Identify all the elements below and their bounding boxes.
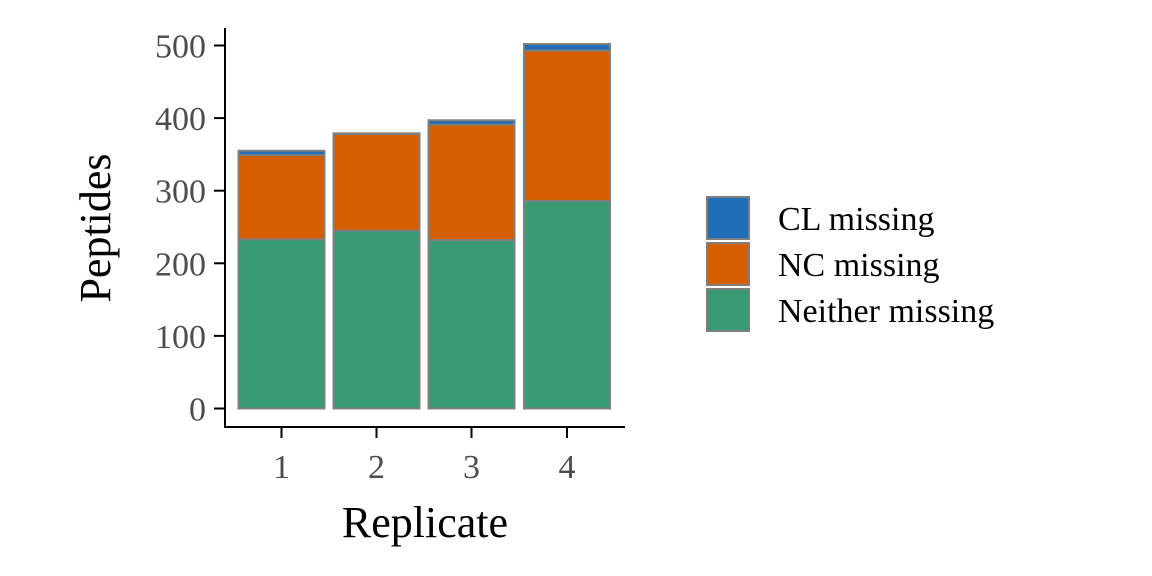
- y-tick-label: 0: [189, 392, 206, 429]
- bar-segment-nc-missing-2: [332, 133, 421, 232]
- legend-label-cl-missing: CL missing: [778, 201, 935, 238]
- bar-segment-cl-missing-2: [332, 132, 421, 136]
- x-tick-label: 2: [368, 449, 385, 486]
- y-axis-title: Peptides: [71, 153, 120, 302]
- bar-segment-nc-missing-4: [523, 49, 611, 202]
- y-tick-label: 100: [155, 319, 206, 356]
- bar-segment-cl-missing-4: [523, 43, 611, 52]
- x-axis-title: Replicate: [342, 498, 508, 547]
- legend: CL missing NC missing Neither missing: [706, 196, 994, 332]
- bar-segment-neither-missing-1: [237, 238, 326, 410]
- bar-segment-neither-missing-4: [523, 199, 611, 410]
- bar-segment-neither-missing-2: [332, 229, 421, 410]
- bar-segment-nc-missing-3: [427, 123, 516, 242]
- y-tick-label: 300: [155, 174, 206, 211]
- bar-segment-nc-missing-1: [237, 154, 326, 241]
- bar-segment-cl-missing-1: [237, 149, 326, 157]
- x-tick-label: 4: [559, 449, 576, 486]
- legend-swatch-nc-missing: [706, 242, 750, 286]
- bars-group: [237, 43, 611, 410]
- x-ticks-group: 1 2 3 4: [273, 427, 576, 486]
- x-tick-label: 1: [273, 449, 290, 486]
- x-tick-label: 3: [463, 449, 480, 486]
- legend-swatch-cl-missing: [706, 196, 750, 240]
- legend-label-nc-missing: NC missing: [778, 247, 940, 284]
- y-tick-label: 400: [155, 101, 206, 138]
- legend-label-neither-missing: Neither missing: [778, 293, 994, 330]
- legend-swatch-neither-missing: [706, 288, 750, 332]
- y-tick-label: 200: [155, 246, 206, 283]
- bar-segment-neither-missing-3: [427, 239, 516, 410]
- bar-segment-cl-missing-3: [427, 119, 516, 126]
- y-ticks-group: 0 100 200 300 400 500: [155, 29, 225, 429]
- y-tick-label: 500: [155, 29, 206, 66]
